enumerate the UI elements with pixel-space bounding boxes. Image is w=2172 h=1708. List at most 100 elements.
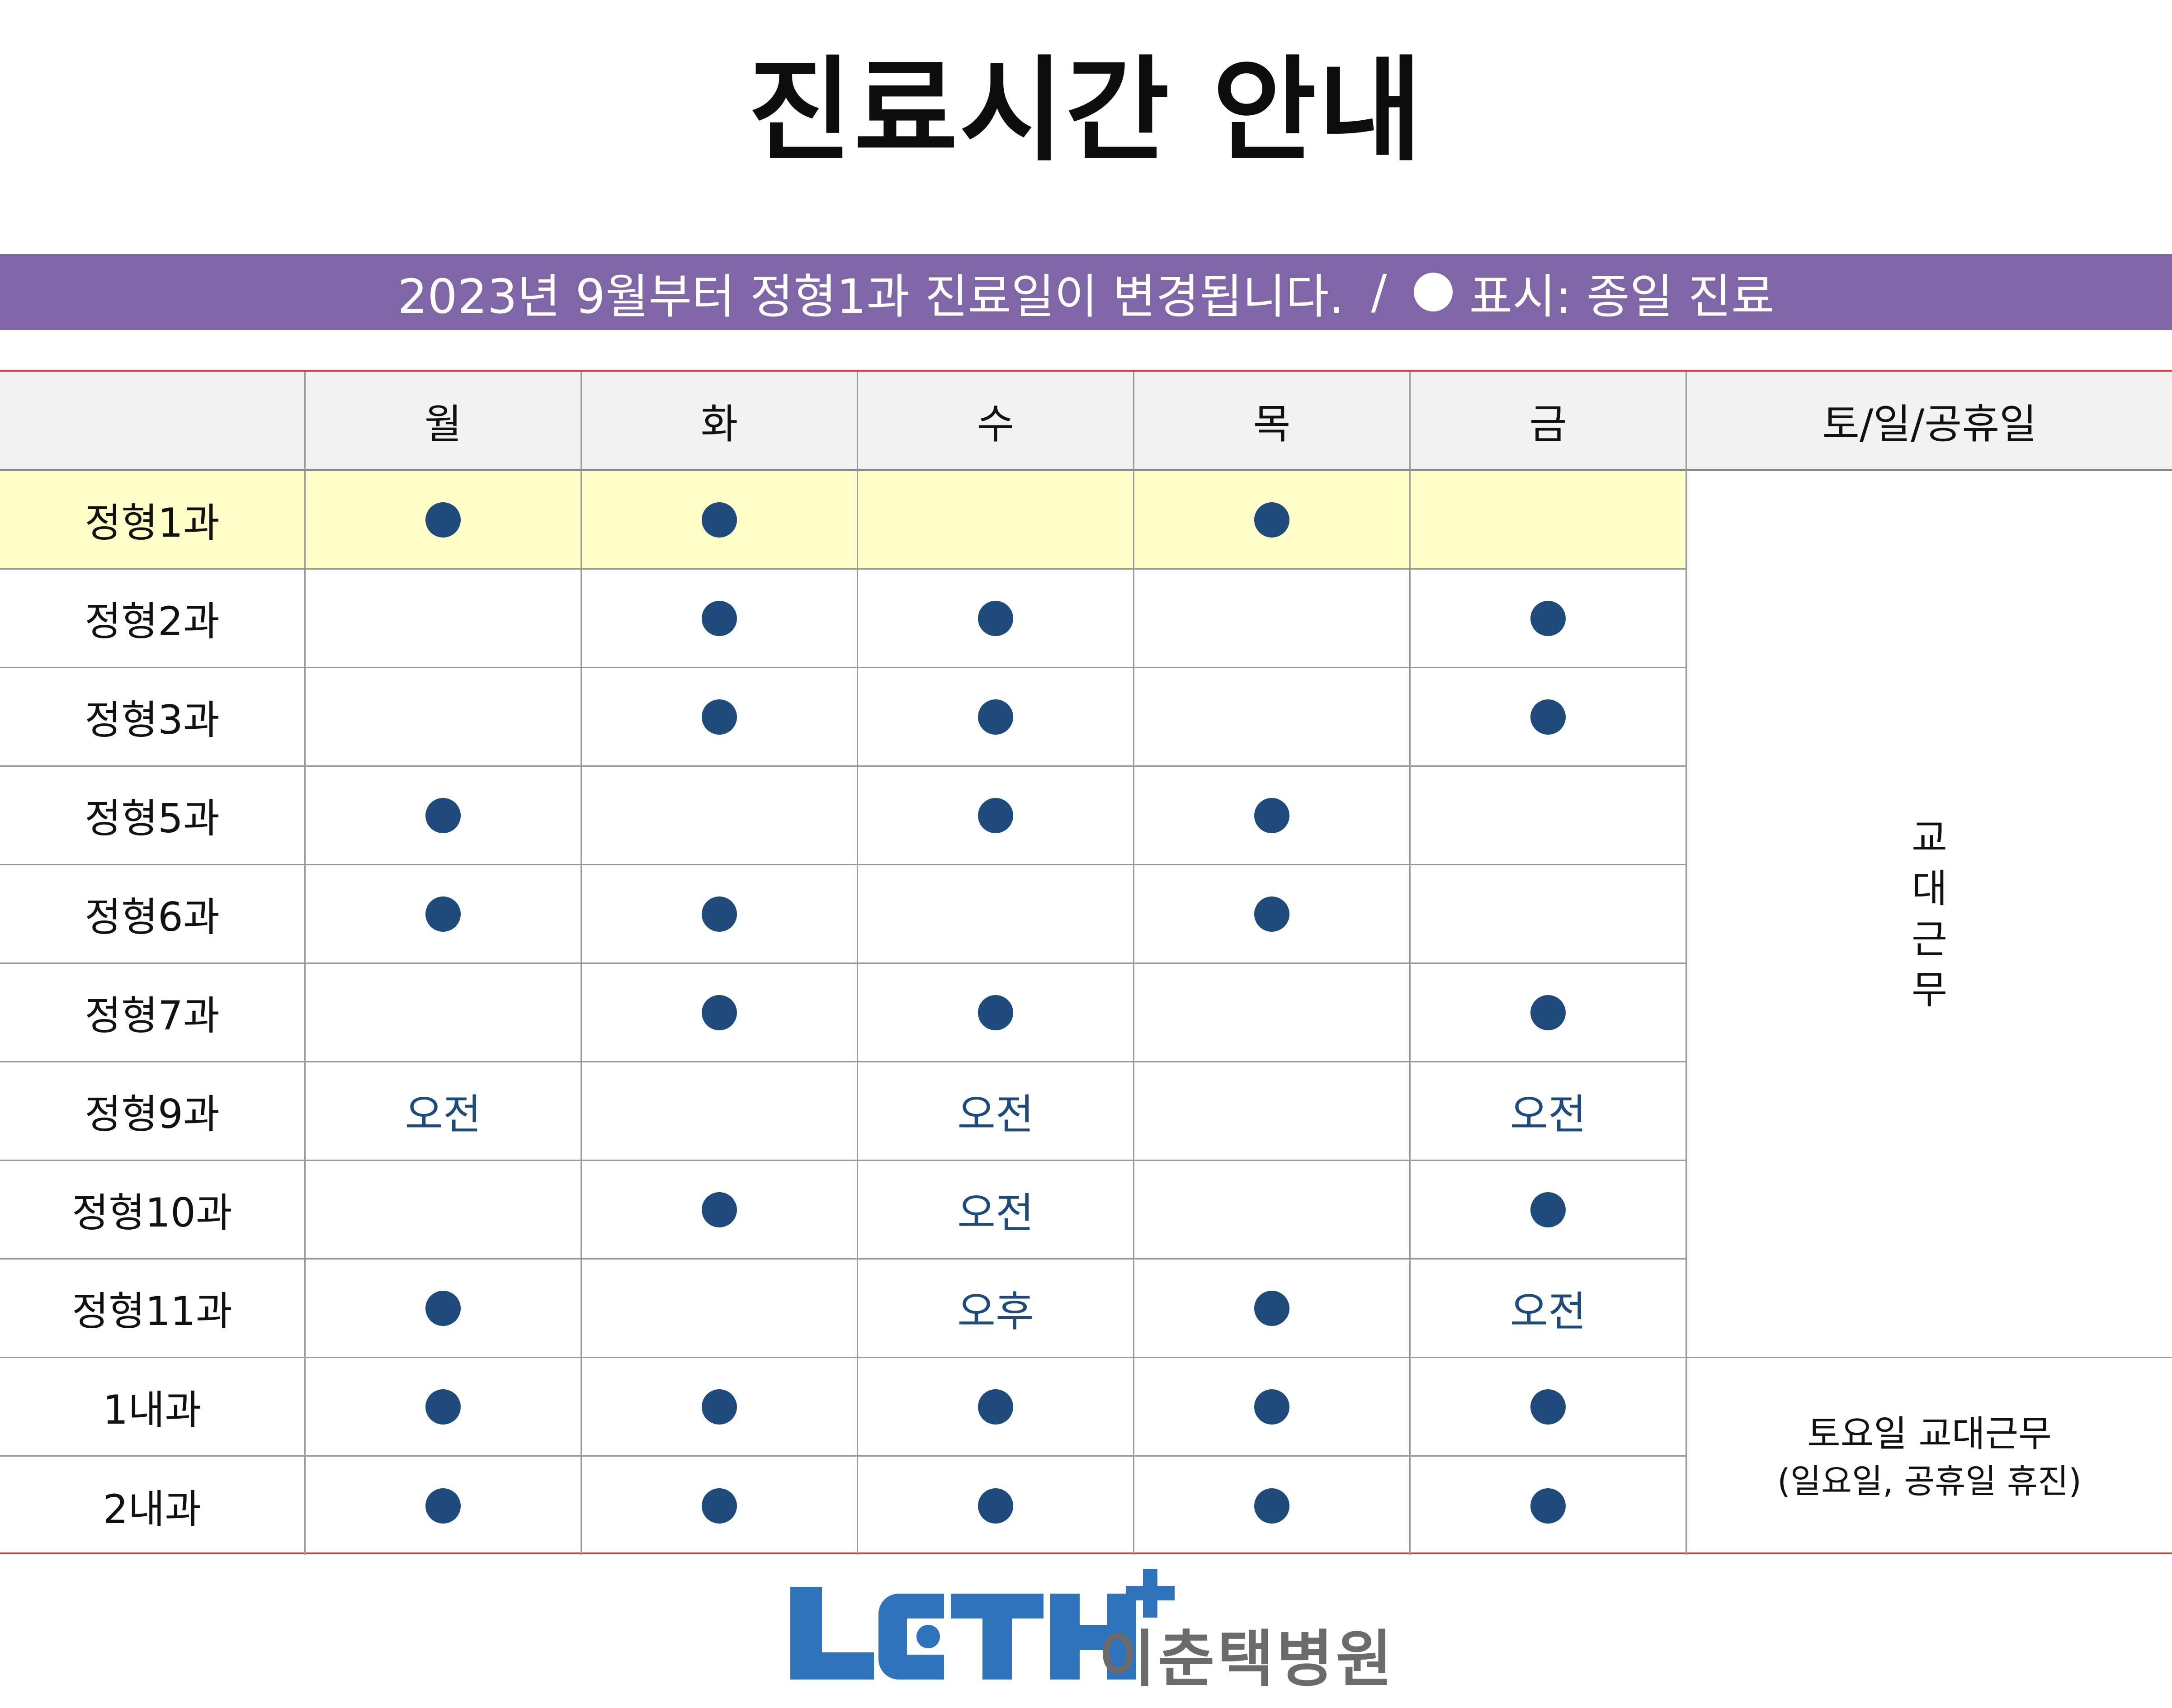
- logo-letter-h: [1050, 1594, 1136, 1680]
- schedule-cell-tue: [582, 1457, 858, 1555]
- weekend-note-char: 무: [1911, 967, 1948, 1013]
- schedule-cell-wed: [858, 964, 1134, 1062]
- row-label: 정형7과: [0, 964, 306, 1062]
- logo-letter-l: [790, 1587, 874, 1680]
- logo-letter-t: [951, 1594, 1044, 1680]
- schedule-cell-wed: [858, 1358, 1134, 1457]
- full-day-dot-icon: [1530, 600, 1566, 636]
- notice-text: 2023년 9월부터 정형1과 진료일이 변경됩니다.: [397, 269, 1344, 324]
- schedule-cell-fri: [1411, 767, 1687, 865]
- header-corner: [0, 372, 306, 471]
- schedule-cell-tue: [582, 964, 858, 1062]
- row-label: 정형10과: [0, 1161, 306, 1260]
- schedule-table: 월 화 수 목 금 토/일/공휴일 정형1과 정형2과 정형3과 정형5과 정형6과 정형7과 정형9과…: [0, 370, 2172, 1555]
- full-day-dot-icon: [1254, 896, 1289, 932]
- full-day-dot-icon: [702, 896, 737, 932]
- column-header: 토/일/공휴일: [1687, 372, 2172, 471]
- session-label: 오전: [405, 1090, 482, 1139]
- full-day-dot-icon: [425, 1488, 461, 1524]
- full-day-dot-icon: [1254, 797, 1289, 833]
- schedule-cell-tue: [582, 865, 858, 964]
- schedule-cell-thu: [1134, 668, 1411, 767]
- full-day-dot-icon: [425, 1290, 461, 1326]
- full-day-dot-icon: [425, 896, 461, 932]
- schedule-cell-fri: [1411, 1457, 1687, 1555]
- logo-letter-c: [878, 1594, 944, 1680]
- row-label: 정형1과: [0, 471, 306, 570]
- schedule-cell-mon: [306, 767, 582, 865]
- schedule-cell-wed: 오전: [858, 1161, 1134, 1260]
- column-header: 금: [1411, 372, 1687, 471]
- full-day-dot-icon: [978, 797, 1013, 833]
- column-header: 수: [858, 372, 1134, 471]
- session-label: 오전: [1510, 1090, 1587, 1139]
- full-day-dot-icon: [702, 502, 737, 538]
- weekend-note-char: 근: [1911, 916, 1948, 962]
- schedule-cell-thu: [1134, 767, 1411, 865]
- full-day-dot-icon: [425, 502, 461, 538]
- schedule-cell-mon: [306, 471, 582, 570]
- row-label: 정형5과: [0, 767, 306, 865]
- full-day-dot-icon: [425, 1389, 461, 1425]
- full-day-dot-icon: [1530, 699, 1566, 735]
- schedule-cell-wed: [858, 1457, 1134, 1555]
- notice-separator: /: [1371, 264, 1387, 320]
- schedule-cell-tue: [582, 471, 858, 570]
- logo-node-1: [916, 1625, 940, 1648]
- legend-dot-icon: [1414, 273, 1453, 311]
- full-day-dot-icon: [978, 1389, 1013, 1425]
- schedule-cell-mon: 오전: [306, 1062, 582, 1161]
- schedule-cell-mon: [306, 570, 582, 668]
- row-label: 정형2과: [0, 570, 306, 668]
- schedule-cell-thu: [1134, 1260, 1411, 1358]
- schedule-cell-wed: [858, 865, 1134, 964]
- schedule-cell-wed: [858, 767, 1134, 865]
- full-day-dot-icon: [702, 1192, 737, 1227]
- session-label: 오후: [957, 1288, 1034, 1336]
- schedule-cell-fri: [1411, 1358, 1687, 1457]
- full-day-dot-icon: [702, 1488, 737, 1524]
- schedule-cell-fri: [1411, 1161, 1687, 1260]
- full-day-dot-icon: [702, 699, 737, 735]
- schedule-cell-thu: [1134, 1062, 1411, 1161]
- schedule-cell-mon: [306, 668, 582, 767]
- schedule-cell-thu: [1134, 1161, 1411, 1260]
- hospital-name: 이춘택병원: [1099, 1624, 1395, 1695]
- full-day-dot-icon: [978, 600, 1013, 636]
- row-label: 정형9과: [0, 1062, 306, 1161]
- schedule-cell-tue: [582, 570, 858, 668]
- schedule-cell-fri: [1411, 570, 1687, 668]
- full-day-dot-icon: [1254, 1290, 1289, 1326]
- schedule-cell-fri: [1411, 668, 1687, 767]
- schedule-cell-fri: 오전: [1411, 1062, 1687, 1161]
- weekend-note-line-2: (일요일, 공휴일 휴진): [1777, 1462, 2082, 1501]
- weekend-note-char: 교: [1911, 815, 1948, 861]
- full-day-dot-icon: [978, 995, 1013, 1030]
- page-title: 진료시간 안내: [748, 45, 1424, 176]
- row-label: 정형3과: [0, 668, 306, 767]
- hospital-logo: [790, 1569, 1175, 1680]
- schedule-cell-thu: [1134, 964, 1411, 1062]
- row-label: 정형6과: [0, 865, 306, 964]
- schedule-cell-mon: [306, 964, 582, 1062]
- session-label: 오전: [1510, 1288, 1587, 1336]
- schedule-cell-thu: [1134, 1358, 1411, 1457]
- schedule-cell-mon: [306, 1358, 582, 1457]
- full-day-dot-icon: [1530, 995, 1566, 1030]
- row-label: 2내과: [0, 1457, 306, 1555]
- session-label: 오전: [957, 1189, 1034, 1237]
- schedule-cell-wed: 오후: [858, 1260, 1134, 1358]
- full-day-dot-icon: [1254, 1389, 1289, 1425]
- schedule-cell-tue: [582, 1161, 858, 1260]
- weekend-note-line-1: 토요일 교대근무: [1807, 1413, 2052, 1455]
- schedule-cell-mon: [306, 1457, 582, 1555]
- schedule-cell-wed: 오전: [858, 1062, 1134, 1161]
- full-day-dot-icon: [978, 699, 1013, 735]
- schedule-cell-mon: [306, 1260, 582, 1358]
- full-day-dot-icon: [1254, 1488, 1289, 1524]
- schedule-cell-wed: [858, 570, 1134, 668]
- full-day-dot-icon: [702, 1389, 737, 1425]
- schedule-cell-tue: [582, 668, 858, 767]
- schedule-cell-thu: [1134, 865, 1411, 964]
